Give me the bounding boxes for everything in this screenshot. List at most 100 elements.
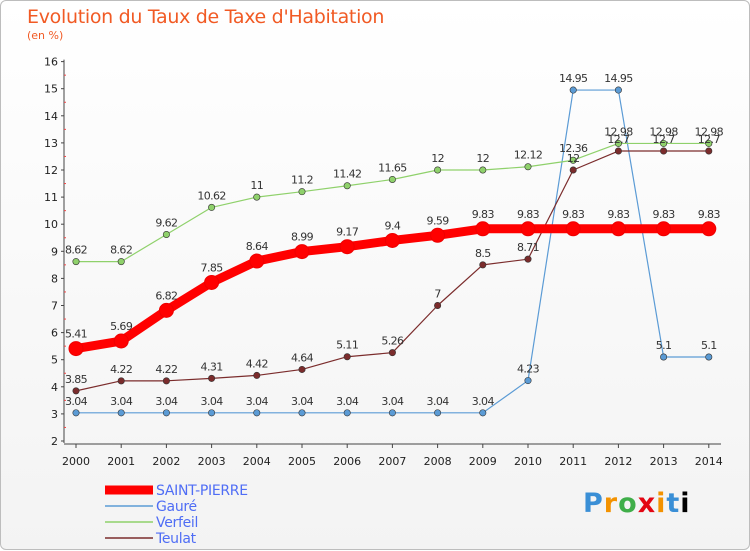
x-tick-label: 2014 (695, 455, 723, 468)
data-label: 8.62 (110, 244, 132, 257)
data-label: 8.62 (65, 244, 87, 257)
data-label: 3.04 (65, 395, 88, 408)
data-point (162, 230, 170, 238)
legend-entry: SAINT-PIERRE (156, 483, 248, 499)
data-label: 12.7 (607, 133, 630, 146)
data-point (520, 221, 536, 237)
data-point (72, 409, 80, 417)
data-label: 9.83 (607, 208, 630, 221)
data-point (208, 374, 216, 382)
data-point (298, 409, 306, 417)
y-tick-label: 16 (44, 56, 58, 69)
data-point (430, 227, 446, 243)
logo-letter: P (583, 488, 604, 519)
data-point (117, 258, 125, 266)
data-point (660, 353, 668, 361)
data-label: 9.83 (698, 208, 721, 221)
y-tick-label: 4 (51, 381, 58, 394)
data-label: 3.04 (201, 395, 224, 408)
logo-letter: o (618, 488, 638, 519)
x-tick-label: 2013 (650, 455, 678, 468)
data-label: 3.04 (246, 395, 269, 408)
data-point (117, 409, 125, 417)
data-point (524, 255, 532, 263)
y-tick-label: 8 (51, 272, 58, 285)
data-label: 9.83 (472, 208, 495, 221)
data-label: 11.65 (378, 161, 407, 174)
legend-entry: Teulat (155, 531, 197, 547)
data-label: 5.11 (336, 339, 358, 352)
data-point (434, 301, 442, 309)
data-point (388, 349, 396, 357)
data-label: 9.4 (385, 219, 401, 232)
data-label: 4.23 (517, 363, 540, 376)
logo-letter: x (637, 488, 657, 519)
data-label: 12.7 (653, 133, 676, 146)
data-label: 9.62 (155, 216, 177, 229)
data-label: 4.22 (155, 363, 177, 376)
data-point (249, 253, 265, 269)
data-label: 12.98 (649, 125, 678, 138)
data-label: 9.59 (427, 214, 450, 227)
data-label: 5.1 (656, 339, 672, 352)
data-label: 4.31 (201, 360, 223, 373)
x-tick-label: 2010 (514, 455, 542, 468)
data-point (298, 365, 306, 373)
legend-entry: Gauré (156, 499, 197, 515)
y-tick-label: 14 (44, 110, 58, 123)
data-point (479, 261, 487, 269)
x-tick-label: 2012 (604, 455, 632, 468)
y-tick-label: 6 (51, 327, 58, 340)
logo-letter: i (656, 488, 667, 519)
x-tick-label: 2011 (559, 455, 587, 468)
x-tick-label: 2005 (288, 455, 316, 468)
data-point (614, 147, 622, 155)
data-point (339, 239, 355, 255)
data-label: 9.17 (336, 226, 359, 239)
data-point (208, 409, 216, 417)
data-point (475, 221, 491, 237)
y-tick-label: 13 (44, 137, 58, 150)
data-point (569, 166, 577, 174)
data-point (253, 409, 261, 417)
data-label: 12.98 (604, 125, 633, 138)
data-point (208, 203, 216, 211)
data-point (68, 341, 84, 357)
logo-letter: r (603, 488, 619, 519)
data-point (204, 274, 220, 290)
data-label: 12 (567, 152, 580, 165)
data-point (660, 147, 668, 155)
data-label: 3.04 (155, 395, 178, 408)
data-label: 3.04 (427, 395, 450, 408)
data-label: 11 (250, 179, 263, 192)
data-labels: 3.04 3.04 3.04 3.04 3.04 3.04 3.04 3.04 3.04 3.04… (65, 72, 724, 408)
data-point (72, 258, 80, 266)
data-label: 3.04 (472, 395, 495, 408)
x-tick-label: 2004 (243, 455, 271, 468)
chart-title: Evolution du Taux de Taxe d'Habitation (27, 6, 385, 28)
data-point (565, 221, 581, 237)
data-label: 3.04 (291, 395, 314, 408)
data-label: 7 (434, 288, 441, 301)
data-label: 12.98 (695, 125, 724, 138)
data-label: 3.85 (65, 373, 88, 386)
x-tick-label: 2008 (424, 455, 452, 468)
x-tick-label: 2000 (62, 455, 90, 468)
data-label: 7.85 (201, 261, 224, 274)
data-label: 14.95 (604, 72, 633, 85)
data-point (479, 166, 487, 174)
data-point (434, 409, 442, 417)
data-point (162, 377, 170, 385)
data-point (343, 353, 351, 361)
data-point (388, 409, 396, 417)
data-point (705, 353, 713, 361)
data-point (434, 166, 442, 174)
data-label: 6.82 (155, 289, 177, 302)
data-point (253, 193, 261, 201)
data-label: 3.04 (336, 395, 359, 408)
x-tick-label: 2007 (378, 455, 406, 468)
data-label: 4.22 (110, 363, 132, 376)
data-point (656, 221, 672, 237)
data-label: 10.62 (197, 189, 226, 202)
